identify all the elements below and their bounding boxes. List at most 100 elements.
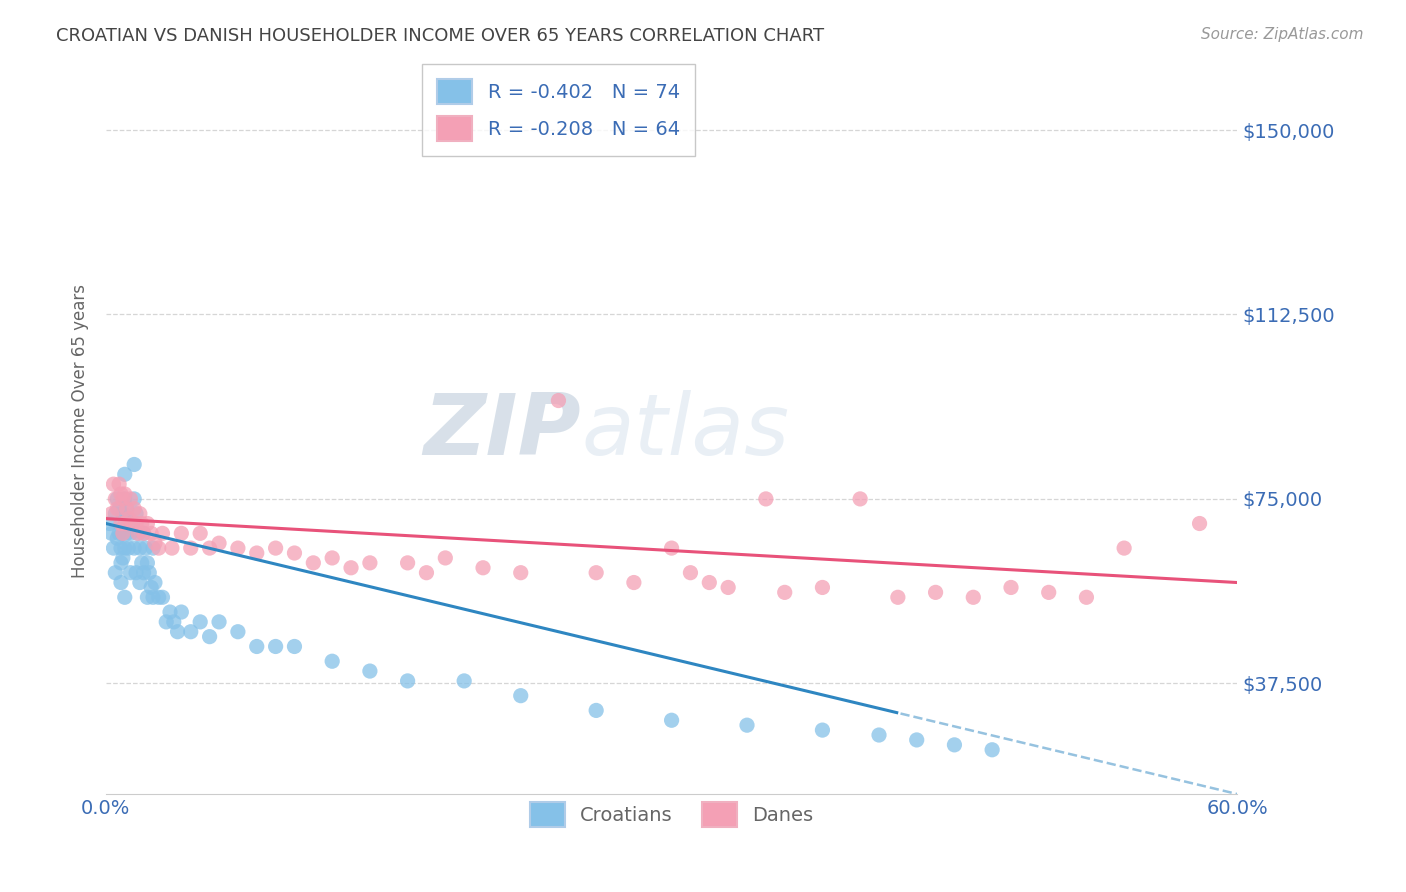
Point: [108, 526, 131, 541]
Point: [114, 491, 136, 506]
Point: [122, 541, 145, 555]
Point: [1114, 541, 1136, 555]
Point: [396, 556, 419, 570]
Point: [141, 581, 163, 595]
Point: [128, 507, 150, 521]
Point: [114, 541, 136, 555]
Point: [128, 575, 150, 590]
Point: [755, 491, 778, 506]
Point: [887, 591, 910, 605]
Point: [105, 531, 128, 545]
Point: [103, 541, 125, 555]
Point: [100, 507, 122, 521]
Point: [104, 566, 127, 580]
Point: [100, 526, 122, 541]
Point: [661, 541, 683, 555]
Point: [128, 541, 150, 555]
Point: [849, 491, 872, 506]
Point: [131, 556, 153, 570]
Point: [340, 561, 363, 575]
Point: [111, 507, 134, 521]
Point: [1000, 581, 1022, 595]
Point: [509, 566, 531, 580]
Point: [180, 541, 202, 555]
Point: [110, 487, 132, 501]
Point: [166, 624, 188, 639]
Point: [115, 501, 138, 516]
Point: [396, 673, 419, 688]
Point: [188, 615, 211, 629]
Text: CROATIAN VS DANISH HOUSEHOLDER INCOME OVER 65 YEARS CORRELATION CHART: CROATIAN VS DANISH HOUSEHOLDER INCOME OV…: [56, 27, 824, 45]
Point: [321, 654, 343, 668]
Point: [143, 575, 166, 590]
Point: [98, 516, 121, 531]
Point: [170, 605, 193, 619]
Point: [120, 566, 142, 580]
Point: [163, 615, 186, 629]
Point: [114, 487, 136, 501]
Point: [188, 526, 211, 541]
Point: [160, 541, 183, 555]
Point: [122, 458, 145, 472]
Point: [134, 541, 156, 555]
Point: [110, 575, 132, 590]
Point: [111, 526, 134, 541]
Text: atlas: atlas: [581, 390, 789, 473]
Point: [924, 585, 946, 599]
Point: [661, 713, 683, 727]
Point: [905, 733, 928, 747]
Y-axis label: Householder Income Over 65 years: Householder Income Over 65 years: [72, 285, 89, 578]
Point: [1038, 585, 1060, 599]
Point: [148, 541, 170, 555]
Text: Source: ZipAtlas.com: Source: ZipAtlas.com: [1201, 27, 1364, 42]
Point: [125, 566, 148, 580]
Point: [585, 703, 607, 717]
Point: [142, 541, 165, 555]
Point: [143, 536, 166, 550]
Point: [159, 605, 181, 619]
Point: [208, 536, 231, 550]
Point: [117, 511, 139, 525]
Point: [131, 516, 153, 531]
Point: [121, 516, 143, 531]
Text: ZIP: ZIP: [423, 390, 581, 473]
Point: [697, 575, 720, 590]
Point: [773, 585, 796, 599]
Point: [115, 501, 138, 516]
Point: [122, 491, 145, 506]
Point: [302, 556, 325, 570]
Point: [141, 526, 163, 541]
Point: [868, 728, 890, 742]
Point: [472, 561, 495, 575]
Point: [717, 581, 740, 595]
Point: [180, 624, 202, 639]
Point: [103, 477, 125, 491]
Point: [125, 507, 148, 521]
Point: [434, 550, 457, 565]
Point: [415, 566, 437, 580]
Point: [125, 516, 148, 531]
Point: [148, 591, 170, 605]
Point: [359, 664, 381, 678]
Point: [623, 575, 645, 590]
Point: [264, 640, 287, 654]
Point: [136, 591, 159, 605]
Point: [962, 591, 984, 605]
Point: [110, 516, 132, 531]
Point: [981, 743, 1004, 757]
Point: [679, 566, 702, 580]
Point: [283, 546, 305, 560]
Point: [226, 541, 249, 555]
Point: [108, 501, 131, 516]
Point: [585, 566, 607, 580]
Point: [115, 526, 138, 541]
Point: [110, 541, 132, 555]
Point: [283, 640, 305, 654]
Point: [246, 640, 269, 654]
Point: [138, 566, 160, 580]
Point: [136, 516, 159, 531]
Point: [104, 507, 127, 521]
Point: [120, 526, 142, 541]
Legend: Croatians, Danes: Croatians, Danes: [522, 795, 821, 835]
Point: [120, 491, 142, 506]
